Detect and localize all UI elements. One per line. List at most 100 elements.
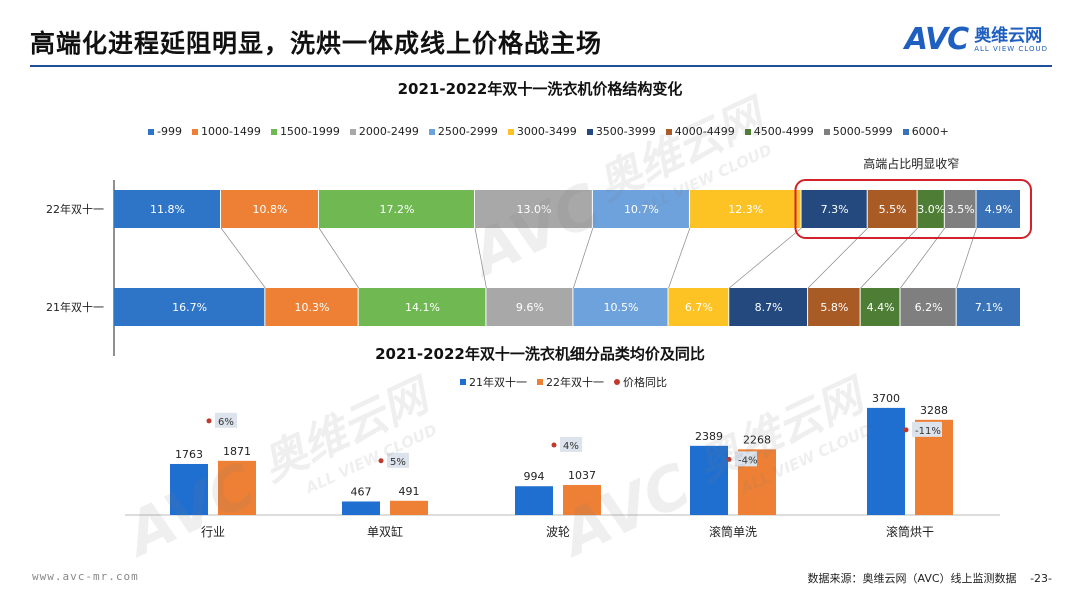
logo-wordmark: 奥维云网 ALL VIEW CLOUD [974,27,1048,53]
structure-bar-0-5 [689,190,801,228]
legend-swatch-6 [586,128,593,135]
legend-item-9: 5000-5999 [823,125,893,138]
legend-label-6: 3500-3999 [595,125,656,138]
legend-swatch-8 [744,128,751,135]
legend-swatch-1 [191,128,198,135]
structure-bar-1-0 [114,288,265,326]
structure-bar-0-9 [944,190,976,228]
avg-price-chart-legend: 21年双十一 22年双十一 价格同比 [460,374,677,390]
structure-bar-0-2 [318,190,474,228]
structure-bar-1-6 [729,288,808,326]
structure-chart-legend: -999 1000-1499 1500-1999 2000-2499 2500-2999… [148,125,959,138]
logo-cn: 奥维云网 [974,25,1043,46]
logo-en: ALL VIEW CLOUD [974,44,1048,53]
yoy-label-0: 6% [218,417,234,428]
structure-value-label-0-0: 11.8% [150,203,185,216]
price-value-label-0-0: 1763 [175,448,203,461]
price-legend-label-1: 22年双十一 [546,376,604,389]
structure-value-label-0-10: 4.9% [985,203,1013,216]
structure-bar-0-1 [221,190,318,228]
yoy-label-bg-4 [912,421,942,437]
structure-connector-2 [318,227,359,289]
structure-bar-1-8 [860,288,900,326]
structure-value-label-0-8: 3.0% [917,203,945,216]
footer-website: www.avc-mr.com [32,570,139,583]
yoy-label-bg-2 [560,436,582,452]
yoy-marker-0 [206,418,212,424]
price-bar-2-0 [515,486,553,515]
legend-label-9: 5000-5999 [832,125,893,138]
structure-bar-1-9 [900,288,956,326]
legend-label-7: 4000-4499 [674,125,735,138]
structure-value-label-1-3: 9.6% [516,301,544,314]
yoy-label-4: -11% [915,426,941,437]
structure-value-label-0-7: 5.5% [879,203,907,216]
structure-connector-3 [474,227,487,289]
legend-item-3: 2000-2499 [349,125,419,138]
structure-value-label-1-0: 16.7% [172,301,207,314]
legend-item-7: 4000-4499 [665,125,735,138]
structure-bar-1-4 [573,288,668,326]
legend-item-10: 6000+ [902,125,949,138]
legend-item-5: 3000-3499 [507,125,577,138]
legend-item-2: 1500-1999 [270,125,340,138]
yoy-label-1: 5% [390,457,406,468]
price-bar-1-0 [342,501,380,515]
yoy-label-bg-0 [215,412,237,428]
structure-value-label-1-7: 5.8% [820,301,848,314]
legend-swatch-4 [428,128,435,135]
yoy-label-bg-3 [735,451,757,467]
structure-bar-0-7 [867,190,917,228]
price-bar-0-0 [170,463,208,515]
structure-value-label-0-2: 17.2% [380,203,415,216]
structure-category-label-1: 21年双十一 [46,300,104,314]
legend-swatch-3 [349,128,356,135]
yoy-label-bg-1 [387,452,409,468]
legend-swatch-0 [148,128,154,135]
price-bar-1-1 [390,500,428,515]
structure-bar-1-10 [956,288,1020,326]
structure-connector-5 [668,227,691,289]
structure-value-label-1-8: 4.4% [867,301,895,314]
logo-mark: AVC [904,22,969,57]
legend-label-10: 6000+ [911,125,949,138]
yoy-marker-2 [551,442,557,448]
legend-swatch-10 [902,128,909,135]
price-category-label-0: 行业 [201,525,225,539]
legend-item-0: -999 [148,125,182,138]
price-value-label-1-1: 491 [399,485,420,498]
price-bar-2-1 [563,484,601,515]
price-category-label-4: 滚筒烘干 [886,524,934,539]
structure-bar-0-8 [917,190,944,228]
legend-item-4: 2500-2999 [428,125,498,138]
structure-connector-1 [220,227,266,289]
yoy-marker-4 [903,427,909,433]
price-category-label-3: 滚筒单洗 [709,524,757,539]
structure-bar-1-7 [808,288,860,326]
legend-item-6: 3500-3999 [586,125,656,138]
legend-label-2: 1500-1999 [279,125,340,138]
price-legend-item-1: 22年双十一 [537,374,604,390]
legend-swatch-2 [270,128,277,135]
structure-category-label-0: 22年双十一 [46,202,104,216]
structure-bar-0-0 [114,190,221,228]
price-legend-dot-yoy [614,379,620,385]
structure-value-label-1-4: 10.5% [603,301,638,314]
avc-logo: AVC 奥维云网 ALL VIEW CLOUD [905,22,1048,57]
yoy-marker-1 [378,458,384,464]
price-value-label-4-0: 3700 [872,392,900,405]
legend-label-4: 2500-2999 [437,125,498,138]
structure-bar-0-4 [592,190,689,228]
structure-value-label-0-5: 12.3% [728,203,763,216]
yoy-label-2: 4% [563,441,579,452]
price-value-label-2-1: 1037 [568,469,596,482]
price-value-label-2-0: 994 [524,470,545,483]
source-text: 数据来源：奥维云网（AVC）线上监测数据 [807,572,1017,585]
price-value-label-1-0: 467 [351,485,372,498]
structure-chart-title: 2021-2022年双十一洗衣机价格结构变化 [397,80,683,98]
structure-chart: 11.8% 10.8% 17.2% 13.0% 10.7% 12.3% 7.3% 5.5% 3.… [46,156,1032,356]
price-bar-4-0 [867,407,905,515]
price-bar-0-1 [218,460,256,515]
price-value-label-3-1: 2268 [743,433,771,446]
highlight-box [794,179,1032,239]
